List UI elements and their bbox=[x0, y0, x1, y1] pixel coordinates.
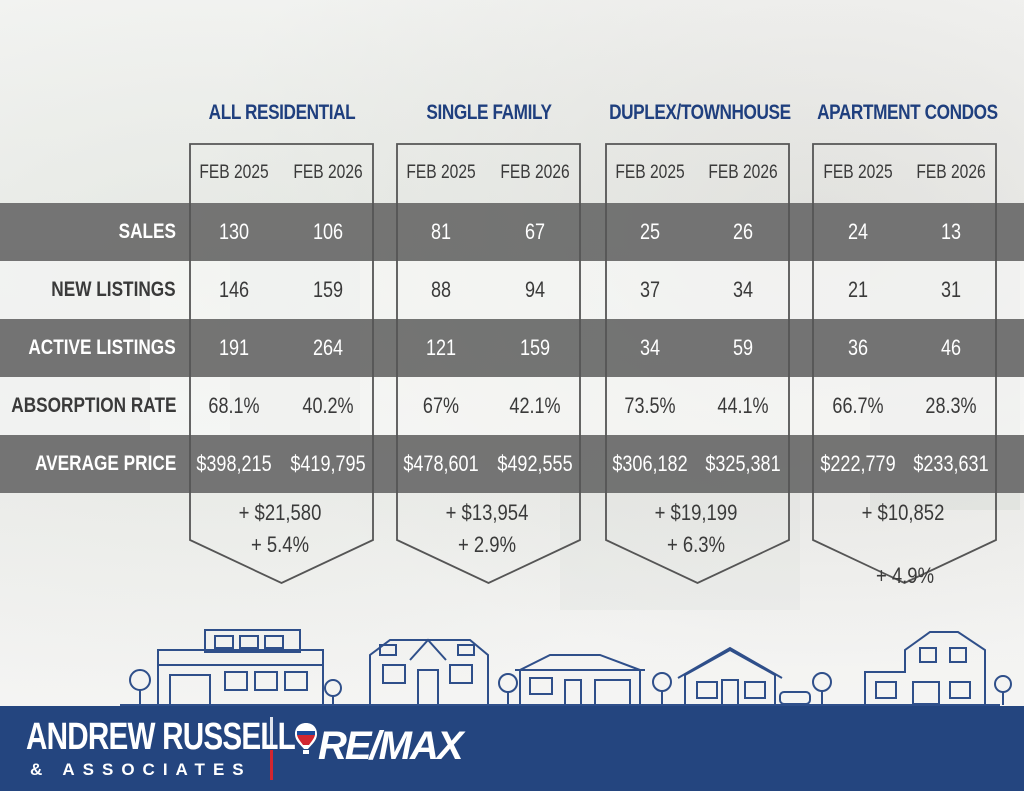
cell-value: $419,795 bbox=[290, 451, 366, 476]
cell-value: 94 bbox=[524, 277, 546, 302]
cell-value: 59 bbox=[732, 335, 754, 360]
cell-value: 73.5% bbox=[624, 393, 676, 418]
cell-value: 159 bbox=[519, 335, 551, 360]
cell-value: 191 bbox=[218, 335, 250, 360]
cell-value: 31 bbox=[940, 277, 962, 302]
diff-percent-all-residential: + 5.4% bbox=[250, 532, 310, 557]
row-label-new-listings: NEW LISTINGS bbox=[51, 278, 176, 301]
panel-outline-single-family bbox=[396, 143, 581, 584]
subhead-year-a: FEB 2025 bbox=[199, 162, 269, 183]
diff-percent-apartment-condos: + 4.9% bbox=[875, 563, 935, 588]
cell-value: 68.1% bbox=[208, 393, 260, 418]
cell-value: 67% bbox=[422, 393, 460, 418]
row-band-absorption-rate bbox=[0, 377, 1024, 435]
diff-amount-apartment-condos: + $10,852 bbox=[861, 500, 945, 525]
subhead-year-b: FEB 2026 bbox=[916, 162, 986, 183]
cell-value: $492,555 bbox=[497, 451, 573, 476]
subhead-year-a: FEB 2025 bbox=[823, 162, 893, 183]
cell-value: 37 bbox=[639, 277, 661, 302]
row-label-average-price: AVERAGE PRICE bbox=[34, 452, 176, 475]
row-label-absorption-rate: ABSORPTION RATE bbox=[10, 394, 176, 417]
subhead-year-b: FEB 2026 bbox=[293, 162, 363, 183]
brand-name: ANDREW RUSSELL bbox=[26, 716, 296, 758]
column-title-all-residential: ALL RESIDENTIAL bbox=[208, 101, 356, 124]
cell-value: $222,779 bbox=[820, 451, 896, 476]
cell-value: 40.2% bbox=[302, 393, 354, 418]
cell-value: $325,381 bbox=[705, 451, 781, 476]
panel-outline-duplex-townhouse bbox=[605, 143, 790, 584]
subhead-year-a: FEB 2025 bbox=[615, 162, 685, 183]
logo-divider-top bbox=[270, 717, 273, 747]
cell-value: 121 bbox=[425, 335, 457, 360]
panel-outline-all-residential bbox=[189, 143, 374, 584]
cell-value: 44.1% bbox=[717, 393, 769, 418]
partner-logo: RE/MAX bbox=[318, 724, 464, 768]
cell-value: 25 bbox=[639, 219, 661, 244]
cell-value: 264 bbox=[312, 335, 344, 360]
subhead-year-b: FEB 2026 bbox=[708, 162, 778, 183]
subhead-year-b: FEB 2026 bbox=[500, 162, 570, 183]
row-band-average-price bbox=[0, 435, 1024, 493]
cell-value: $398,215 bbox=[196, 451, 272, 476]
cell-value: $478,601 bbox=[403, 451, 479, 476]
cell-value: 36 bbox=[847, 335, 869, 360]
diff-amount-single-family: + $13,954 bbox=[445, 500, 529, 525]
column-title-apartment-condos: APARTMENT CONDOS bbox=[817, 101, 998, 124]
cell-value: 46 bbox=[940, 335, 962, 360]
row-band-active-listings bbox=[0, 319, 1024, 377]
column-title-single-family: SINGLE FAMILY bbox=[426, 101, 552, 124]
cell-value: 66.7% bbox=[832, 393, 884, 418]
cell-value: 81 bbox=[430, 219, 452, 244]
cell-value: 146 bbox=[218, 277, 250, 302]
cell-value: 13 bbox=[940, 219, 962, 244]
cell-value: 106 bbox=[312, 219, 344, 244]
column-title-duplex-townhouse: DUPLEX/TOWNHOUSE bbox=[609, 101, 791, 124]
cell-value: 24 bbox=[847, 219, 869, 244]
row-band-new-listings bbox=[0, 261, 1024, 319]
brand-subtitle: & ASSOCIATES bbox=[30, 760, 252, 779]
cell-value: 88 bbox=[430, 277, 452, 302]
cell-value: 67 bbox=[524, 219, 546, 244]
diff-amount-all-residential: + $21,580 bbox=[238, 500, 322, 525]
cell-value: $233,631 bbox=[913, 451, 989, 476]
diff-percent-duplex-townhouse: + 6.3% bbox=[666, 532, 726, 557]
row-label-active-listings: ACTIVE LISTINGS bbox=[28, 336, 176, 359]
cell-value: 28.3% bbox=[925, 393, 977, 418]
cell-value: 21 bbox=[847, 277, 869, 302]
cell-value: 26 bbox=[732, 219, 754, 244]
footer-bar bbox=[0, 706, 1024, 791]
cell-value: 130 bbox=[218, 219, 250, 244]
row-band-sales bbox=[0, 203, 1024, 261]
cell-value: 159 bbox=[312, 277, 344, 302]
diff-percent-single-family: + 2.9% bbox=[457, 532, 517, 557]
logo-divider-bottom bbox=[270, 750, 273, 780]
cell-value: $306,182 bbox=[612, 451, 688, 476]
hot-air-balloon-icon bbox=[295, 723, 317, 754]
diff-amount-duplex-townhouse: + $19,199 bbox=[654, 500, 738, 525]
cell-value: 42.1% bbox=[509, 393, 561, 418]
subhead-year-a: FEB 2025 bbox=[406, 162, 476, 183]
cell-value: 34 bbox=[639, 335, 661, 360]
row-label-sales: SALES bbox=[118, 220, 176, 243]
cell-value: 34 bbox=[732, 277, 754, 302]
panel-outline-apartment-condos bbox=[812, 143, 997, 584]
